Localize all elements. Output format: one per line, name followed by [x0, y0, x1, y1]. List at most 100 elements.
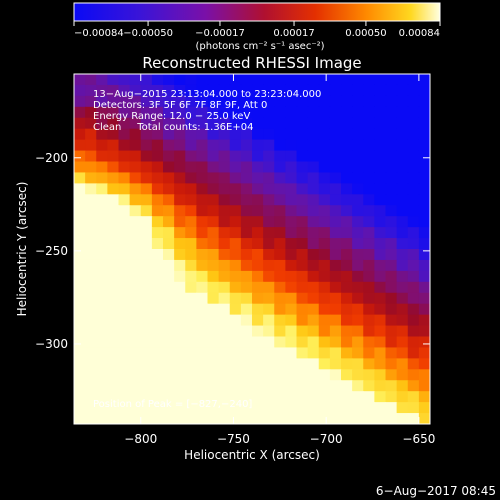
heatmap-cell	[185, 402, 197, 414]
heatmap-cell	[218, 369, 231, 381]
heatmap-cell	[296, 336, 309, 349]
heatmap-cell	[240, 391, 253, 403]
heatmap-cell	[107, 139, 120, 152]
heatmap-cell	[196, 172, 209, 184]
heatmap-cell	[118, 238, 131, 250]
heatmap-cell	[85, 281, 97, 294]
heatmap-cell	[163, 259, 175, 272]
y-tick-label: −200	[35, 151, 68, 165]
heatmap-cell	[263, 183, 275, 195]
heatmap-cell	[285, 150, 298, 163]
heatmap-cell	[218, 95, 231, 108]
heatmap-cell	[263, 369, 275, 381]
heatmap-cell	[140, 259, 153, 272]
info-line-energy: Energy Range: 12.0 − 25.0 keV	[93, 111, 250, 122]
heatmap-cell	[129, 128, 142, 141]
heatmap-cell	[263, 347, 275, 359]
heatmap-cell	[129, 205, 142, 217]
heatmap-cell	[374, 183, 387, 195]
heatmap-cell	[396, 314, 409, 327]
heatmap-cell	[196, 205, 209, 217]
heatmap-cell	[252, 139, 264, 152]
heatmap-cell	[418, 336, 430, 349]
heatmap-cell	[129, 74, 142, 86]
heatmap-cell	[385, 380, 398, 392]
heatmap-cell	[352, 336, 364, 349]
heatmap-cell	[352, 402, 364, 414]
heatmap-cell	[185, 95, 197, 108]
heatmap-cell	[274, 358, 286, 370]
heatmap-cell	[207, 369, 220, 381]
heatmap-cell	[307, 128, 320, 141]
heatmap-cell	[151, 259, 164, 272]
heatmap-cell	[218, 336, 231, 349]
heatmap-cell	[85, 227, 97, 239]
heatmap-cell	[196, 270, 209, 283]
heatmap-cell	[418, 161, 430, 174]
heatmap-cell	[118, 150, 131, 163]
heatmap-cell	[196, 249, 209, 261]
heatmap-cell	[296, 183, 309, 195]
heatmap-cell	[74, 172, 86, 184]
heatmap-cell	[196, 336, 209, 349]
heatmap-cell	[129, 347, 142, 359]
heatmap-cell	[374, 292, 387, 305]
heatmap-cell	[140, 391, 153, 403]
heatmap-cell	[107, 106, 120, 119]
heatmap-cell	[385, 95, 398, 108]
heatmap-cell	[151, 74, 164, 86]
heatmap-cell	[263, 325, 275, 338]
heatmap-cell	[274, 391, 286, 403]
heatmap-cell	[318, 74, 331, 86]
heatmap-cell	[240, 106, 253, 119]
colorbar-tick-label: 0.00050	[345, 28, 386, 39]
heatmap-cell	[185, 325, 197, 338]
heatmap-cell	[218, 270, 231, 283]
heatmap-cell	[163, 95, 175, 108]
heatmap-cell	[396, 358, 409, 370]
heatmap-cell	[318, 183, 331, 195]
heatmap-cell	[240, 249, 253, 261]
heatmap-cell	[218, 314, 231, 327]
heatmap-cell	[385, 270, 398, 283]
heatmap-cell	[163, 402, 175, 414]
heatmap-cell	[274, 117, 286, 130]
heatmap-cell	[107, 259, 120, 272]
heatmap-cell	[263, 270, 275, 283]
heatmap-cell	[185, 358, 197, 370]
heatmap-cell	[107, 270, 120, 283]
heatmap-cell	[229, 84, 242, 97]
heatmap-cell	[129, 281, 142, 294]
heatmap-cell	[307, 281, 320, 294]
heatmap-cell	[374, 227, 387, 239]
heatmap-cell	[307, 314, 320, 327]
heatmap-cell	[240, 369, 253, 381]
heatmap-cell	[196, 369, 209, 381]
heatmap-cell	[352, 205, 364, 217]
heatmap-cell	[296, 117, 309, 130]
heatmap-cell	[341, 150, 353, 163]
heatmap-cell	[185, 303, 197, 316]
heatmap-cell	[151, 325, 164, 338]
heatmap-cell	[96, 95, 108, 108]
heatmap-cell	[118, 106, 131, 119]
heatmap-cell	[263, 216, 275, 228]
heatmap-cell	[140, 402, 153, 414]
heatmap-cell	[151, 161, 164, 174]
heatmap-cell	[296, 128, 309, 141]
heatmap-cell	[318, 325, 331, 338]
heatmap-cell	[418, 74, 430, 86]
heatmap-cell	[85, 270, 97, 283]
heatmap-cell	[263, 238, 275, 250]
heatmap-cell	[296, 84, 309, 97]
heatmap-cell	[263, 172, 275, 184]
heatmap-cell	[129, 259, 142, 272]
heatmap-cell	[74, 402, 86, 414]
colorbar-tick-label: −0.00017	[195, 28, 245, 39]
heatmap-cell	[107, 303, 120, 316]
heatmap-cell	[341, 227, 353, 239]
heatmap-cell	[385, 325, 398, 338]
heatmap-cell	[85, 183, 97, 195]
heatmap-cell	[196, 303, 209, 316]
heatmap-cell	[196, 84, 209, 97]
